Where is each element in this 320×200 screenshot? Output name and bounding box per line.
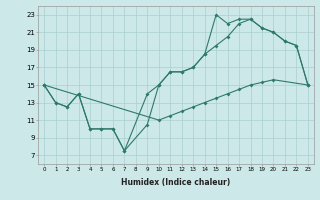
X-axis label: Humidex (Indice chaleur): Humidex (Indice chaleur) [121,178,231,187]
